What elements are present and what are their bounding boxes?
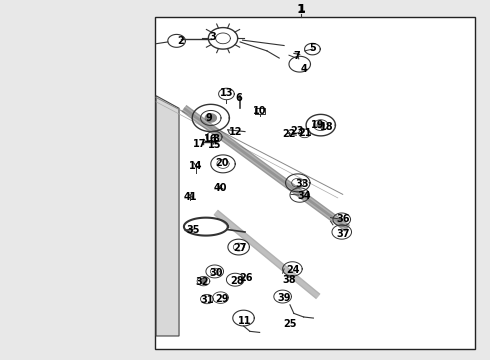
Text: 14: 14: [190, 161, 203, 171]
Text: 13: 13: [220, 88, 233, 98]
Text: 30: 30: [209, 268, 222, 278]
Text: 37: 37: [336, 229, 349, 239]
Text: 31: 31: [200, 295, 214, 305]
Text: 21: 21: [298, 129, 312, 138]
Text: 12: 12: [228, 127, 242, 136]
Text: 19: 19: [311, 121, 324, 130]
Polygon shape: [317, 122, 324, 128]
Text: 5: 5: [309, 43, 316, 53]
Text: 36: 36: [336, 215, 349, 224]
Polygon shape: [156, 96, 179, 336]
Text: 16: 16: [204, 134, 218, 144]
Text: 28: 28: [230, 276, 244, 286]
Text: 27: 27: [233, 243, 247, 253]
Text: 4: 4: [300, 64, 307, 74]
Text: 6: 6: [235, 93, 242, 103]
Text: 25: 25: [284, 319, 297, 329]
Text: 10: 10: [253, 106, 267, 116]
Text: 22: 22: [282, 129, 296, 139]
Text: 38: 38: [282, 275, 296, 285]
Text: 15: 15: [207, 140, 221, 150]
FancyBboxPatch shape: [155, 17, 475, 348]
Text: 34: 34: [297, 191, 310, 201]
Text: 8: 8: [212, 135, 219, 144]
Text: 2: 2: [177, 36, 184, 46]
Text: 40: 40: [214, 183, 227, 193]
Text: 24: 24: [286, 265, 299, 275]
Text: 41: 41: [184, 192, 197, 202]
Text: 35: 35: [186, 225, 199, 235]
Text: 18: 18: [320, 122, 334, 132]
Text: 1: 1: [297, 4, 305, 14]
Text: 17: 17: [193, 139, 207, 149]
Text: 29: 29: [215, 294, 229, 304]
Polygon shape: [200, 279, 207, 283]
Text: 3: 3: [209, 32, 216, 42]
Text: 7: 7: [294, 51, 300, 61]
Text: 33: 33: [295, 179, 309, 189]
Text: 26: 26: [240, 273, 253, 283]
Text: 11: 11: [238, 316, 252, 325]
Text: 23: 23: [291, 126, 304, 136]
Text: 39: 39: [277, 293, 291, 303]
Polygon shape: [205, 114, 217, 122]
Text: 1: 1: [297, 3, 306, 16]
Text: 9: 9: [206, 113, 213, 123]
Text: 20: 20: [215, 158, 228, 168]
Text: 32: 32: [196, 277, 209, 287]
